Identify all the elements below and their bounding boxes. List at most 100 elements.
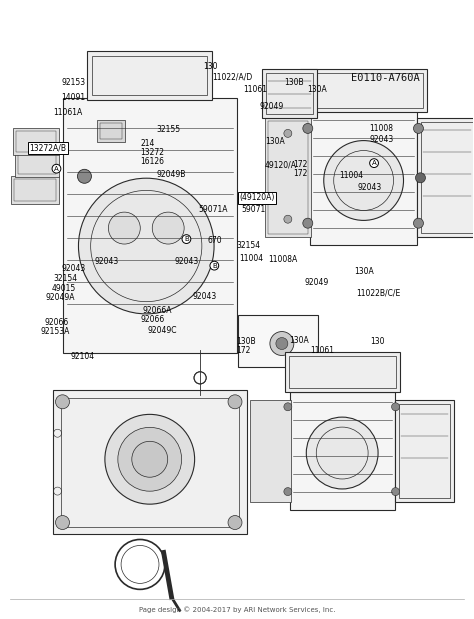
Text: 14091: 14091 (61, 93, 85, 102)
Text: A: A (372, 160, 376, 166)
Circle shape (105, 414, 195, 504)
Bar (265, 118, 311, 237)
Bar (98, 121, 125, 142)
Text: B: B (184, 236, 189, 242)
Bar (14, 180, 55, 201)
Text: 92043: 92043 (61, 264, 85, 273)
Bar (418, 118, 474, 237)
Bar (394, 400, 455, 501)
Text: 92153: 92153 (61, 78, 85, 87)
Bar (285, 352, 400, 392)
Text: 11004: 11004 (339, 171, 364, 180)
Circle shape (276, 337, 288, 350)
Bar (16, 131, 55, 152)
Bar (238, 315, 318, 367)
Text: 92153A: 92153A (41, 327, 70, 336)
Circle shape (306, 417, 378, 489)
Bar (421, 123, 474, 233)
Text: 92049: 92049 (304, 279, 328, 287)
Text: 92066A: 92066A (143, 306, 172, 314)
Text: E0110-A760A: E0110-A760A (351, 72, 419, 82)
Circle shape (284, 488, 292, 496)
Text: 92043: 92043 (369, 135, 393, 144)
Circle shape (284, 403, 292, 411)
Text: 214: 214 (141, 139, 155, 149)
Text: 130: 130 (370, 337, 385, 346)
Text: 92104: 92104 (71, 352, 95, 361)
Bar (15, 152, 58, 177)
Circle shape (194, 372, 206, 384)
Circle shape (228, 516, 242, 529)
Text: 32154: 32154 (54, 274, 78, 282)
Text: 13272A/B: 13272A/B (29, 144, 66, 153)
Bar (87, 51, 212, 100)
Bar (53, 390, 247, 534)
Text: 16126: 16126 (141, 157, 164, 166)
Bar (290, 392, 394, 509)
Circle shape (413, 219, 423, 228)
Circle shape (303, 219, 313, 228)
Bar (13, 128, 58, 155)
Circle shape (118, 427, 182, 491)
Text: Page design © 2004-2017 by ARI Network Services, Inc.: Page design © 2004-2017 by ARI Network S… (139, 606, 335, 613)
Circle shape (392, 488, 400, 496)
Bar (300, 69, 428, 113)
Text: 32154: 32154 (236, 241, 260, 250)
Text: 92066: 92066 (140, 315, 164, 324)
Bar (399, 404, 450, 498)
Text: 130B: 130B (284, 78, 304, 87)
Text: 49120/A: 49120/A (264, 160, 296, 170)
Bar (250, 400, 291, 501)
Text: 59071: 59071 (242, 205, 266, 214)
Circle shape (416, 173, 426, 183)
Text: 130A: 130A (289, 336, 309, 345)
Text: 11022/A/D: 11022/A/D (212, 73, 253, 82)
Text: 11061: 11061 (310, 346, 334, 355)
Text: 11061: 11061 (243, 85, 267, 94)
Circle shape (152, 212, 184, 244)
Circle shape (413, 123, 423, 134)
Circle shape (77, 170, 91, 183)
Circle shape (132, 441, 168, 477)
Text: 32155: 32155 (156, 125, 181, 134)
Bar (289, 356, 395, 388)
Text: 130A: 130A (307, 85, 327, 94)
Text: 92043: 92043 (357, 183, 382, 193)
Text: 11008: 11008 (369, 124, 393, 133)
Text: 92043: 92043 (174, 257, 199, 266)
Circle shape (284, 215, 292, 223)
Text: 11022B/C/E: 11022B/C/E (356, 288, 401, 297)
Circle shape (109, 212, 140, 244)
Text: 49015: 49015 (52, 284, 76, 293)
Text: 92043: 92043 (192, 292, 216, 301)
Text: 11008A: 11008A (268, 255, 297, 264)
Circle shape (284, 129, 292, 137)
Text: 11061A: 11061A (54, 108, 83, 117)
Text: 92043: 92043 (94, 257, 118, 266)
Circle shape (55, 395, 70, 409)
Text: 13272: 13272 (141, 148, 164, 157)
Text: 130A: 130A (265, 137, 285, 146)
Text: 670: 670 (208, 236, 222, 245)
Circle shape (270, 332, 294, 355)
Circle shape (194, 372, 206, 384)
Text: 172: 172 (236, 346, 250, 355)
Text: 92049A: 92049A (46, 293, 75, 302)
Bar (310, 110, 418, 245)
Bar (266, 72, 313, 115)
Bar (304, 72, 423, 108)
Circle shape (79, 178, 214, 314)
Circle shape (324, 141, 403, 220)
Circle shape (228, 395, 242, 409)
Circle shape (392, 403, 400, 411)
Text: 130A: 130A (354, 267, 374, 276)
Bar (11, 176, 58, 204)
Bar (268, 121, 308, 234)
Text: 130: 130 (203, 63, 218, 71)
Bar (63, 98, 237, 353)
Bar (92, 56, 207, 95)
Text: (49120A): (49120A) (239, 193, 275, 202)
Text: 92049: 92049 (260, 102, 284, 111)
Text: 130B: 130B (236, 337, 255, 346)
Text: 172: 172 (293, 160, 307, 169)
